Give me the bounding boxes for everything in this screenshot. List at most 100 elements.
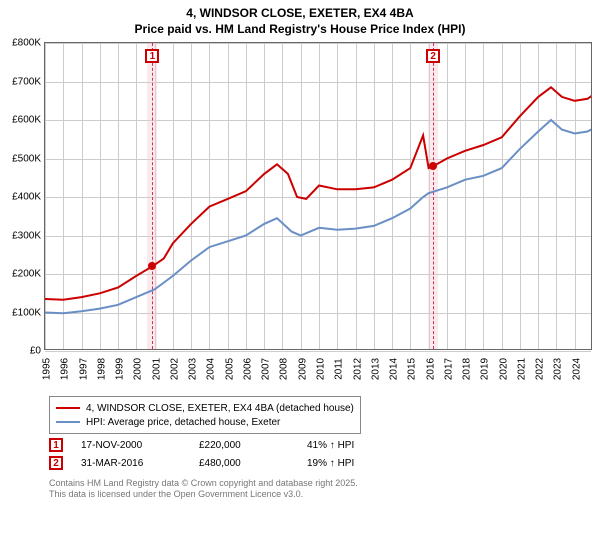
gridline-v (410, 43, 411, 349)
x-tick-label: 2023 (549, 358, 564, 380)
x-tick-label: 2003 (184, 358, 199, 380)
x-tick-label: 1997 (74, 358, 89, 380)
series-line (45, 120, 591, 313)
x-tick-label: 2011 (330, 358, 345, 380)
marker-table-id: 1 (49, 438, 63, 452)
x-tick-label: 1996 (56, 358, 71, 380)
marker-table-id: 2 (49, 456, 63, 470)
gridline-h (45, 313, 591, 314)
gridline-v (282, 43, 283, 349)
x-tick-label: 2002 (165, 358, 180, 380)
gridline-v (100, 43, 101, 349)
x-tick-label: 1995 (38, 358, 53, 380)
y-tick-label: £300K (12, 230, 45, 241)
x-tick-label: 2005 (220, 358, 235, 380)
gridline-h (45, 274, 591, 275)
gridline-v (264, 43, 265, 349)
y-tick-label: £200K (12, 269, 45, 280)
gridline-v (301, 43, 302, 349)
gridline-v (82, 43, 83, 349)
legend-swatch (56, 421, 80, 423)
x-tick-label: 2012 (348, 358, 363, 380)
marker-table-row: 231-MAR-2016£480,00019% ↑ HPI (49, 454, 407, 472)
legend-swatch (56, 407, 80, 409)
x-tick-label: 2024 (567, 358, 582, 380)
gridline-v (465, 43, 466, 349)
x-tick-label: 2020 (494, 358, 509, 380)
x-tick-label: 2022 (531, 358, 546, 380)
marker-point (148, 262, 156, 270)
caption: Contains HM Land Registry data © Crown c… (49, 478, 358, 500)
caption-line2: This data is licensed under the Open Gov… (49, 489, 303, 499)
x-tick-label: 2016 (421, 358, 436, 380)
marker-table-hpi: 41% ↑ HPI (307, 440, 407, 451)
gridline-v (502, 43, 503, 349)
marker-line (152, 43, 153, 349)
title-line1: 4, WINDSOR CLOSE, EXETER, EX4 4BA (186, 6, 413, 20)
gridline-h (45, 159, 591, 160)
gridline-v (483, 43, 484, 349)
marker-table: 1 17-NOV-2000 £220,000 41% ↑ HPI 2 31-MAR-201… (49, 436, 407, 472)
x-tick-label: 2008 (275, 358, 290, 380)
x-tick-label: 2014 (385, 358, 400, 380)
marker-line (433, 43, 434, 349)
y-tick-label: £600K (12, 115, 45, 126)
gridline-v (337, 43, 338, 349)
x-tick-label: 2018 (458, 358, 473, 380)
caption-line1: Contains HM Land Registry data © Crown c… (49, 478, 358, 488)
gridline-v (520, 43, 521, 349)
x-tick-label: 2013 (366, 358, 381, 380)
marker-table-date: 17-NOV-2000 (81, 440, 181, 451)
gridline-h (45, 120, 591, 121)
plot-area: £0£100K£200K£300K£400K£500K£600K£700K£80… (44, 42, 592, 350)
gridline-v (118, 43, 119, 349)
gridline-h (45, 236, 591, 237)
legend-row: 4, WINDSOR CLOSE, EXETER, EX4 4BA (detac… (56, 401, 354, 415)
chart-title: 4, WINDSOR CLOSE, EXETER, EX4 4BA Price … (0, 0, 600, 37)
legend-label: 4, WINDSOR CLOSE, EXETER, EX4 4BA (detac… (86, 403, 354, 414)
gridline-v (173, 43, 174, 349)
y-tick-label: £700K (12, 76, 45, 87)
x-tick-label: 2009 (293, 358, 308, 380)
y-tick-label: £400K (12, 192, 45, 203)
marker-table-date: 31-MAR-2016 (81, 458, 181, 469)
gridline-v (356, 43, 357, 349)
x-tick-label: 1999 (111, 358, 126, 380)
x-tick-label: 2006 (238, 358, 253, 380)
x-tick-label: 2001 (147, 358, 162, 380)
x-tick-label: 1998 (92, 358, 107, 380)
gridline-v (191, 43, 192, 349)
gridline-v (374, 43, 375, 349)
gridline-v (319, 43, 320, 349)
y-tick-label: £100K (12, 307, 45, 318)
marker-label: 2 (426, 49, 440, 63)
chart-container: 4, WINDSOR CLOSE, EXETER, EX4 4BA Price … (0, 0, 600, 560)
marker-point (429, 162, 437, 170)
gridline-v (447, 43, 448, 349)
gridline-h (45, 82, 591, 83)
marker-label: 1 (145, 49, 159, 63)
gridline-h (45, 351, 591, 352)
marker-table-hpi: 19% ↑ HPI (307, 458, 407, 469)
y-tick-label: £500K (12, 153, 45, 164)
x-tick-label: 2010 (312, 358, 327, 380)
y-tick-label: £800K (12, 38, 45, 49)
gridline-v (136, 43, 137, 349)
marker-table-row: 1 17-NOV-2000 £220,000 41% ↑ HPI (49, 436, 407, 454)
gridline-v (575, 43, 576, 349)
y-tick-label: £0 (30, 346, 45, 357)
x-tick-label: 2015 (403, 358, 418, 380)
x-tick-label: 2019 (476, 358, 491, 380)
gridline-v (246, 43, 247, 349)
gridline-v (45, 43, 46, 349)
marker-table-price: £220,000 (199, 440, 289, 451)
series-svg (45, 43, 591, 349)
x-tick-label: 2017 (439, 358, 454, 380)
x-tick-label: 2021 (512, 358, 527, 380)
x-tick-label: 2007 (257, 358, 272, 380)
x-tick-label: 2004 (202, 358, 217, 380)
legend-label: HPI: Average price, detached house, Exet… (86, 417, 280, 428)
x-tick-label: 2000 (129, 358, 144, 380)
legend-row: HPI: Average price, detached house, Exet… (56, 415, 354, 429)
legend: 4, WINDSOR CLOSE, EXETER, EX4 4BA (detac… (49, 396, 361, 434)
